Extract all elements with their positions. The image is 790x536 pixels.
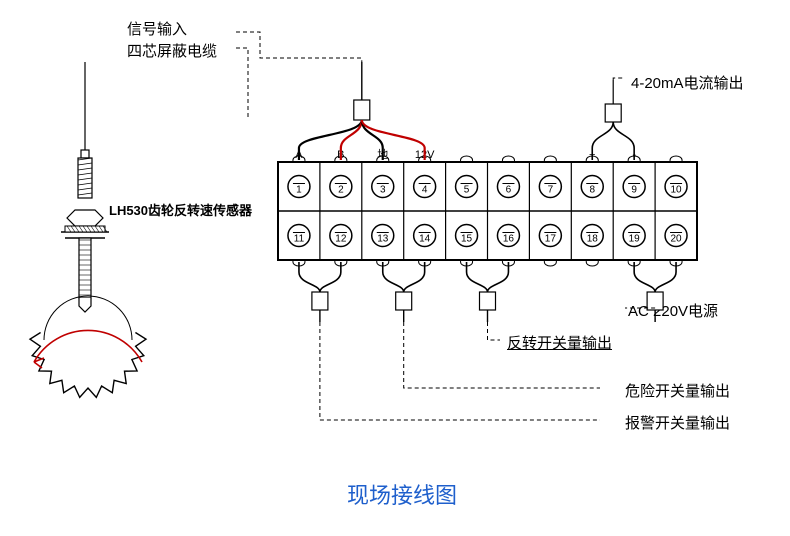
svg-text:9: 9 [631,185,637,196]
svg-text:12: 12 [335,234,347,245]
svg-text:11: 11 [294,234,305,245]
svg-text:13: 13 [377,234,389,245]
wiring-diagram-svg: 1A2B3地412V5678+9-1011121314151617181920 [0,0,790,536]
svg-text:2: 2 [338,185,344,196]
svg-text:16: 16 [503,234,515,245]
svg-text:4: 4 [422,185,428,196]
svg-text:17: 17 [545,234,557,245]
svg-text:14: 14 [419,234,431,245]
svg-text:15: 15 [461,234,473,245]
svg-text:1: 1 [296,185,302,196]
svg-text:20: 20 [670,234,682,245]
svg-text:5: 5 [464,185,470,196]
svg-text:8: 8 [589,185,595,196]
svg-text:3: 3 [380,185,386,196]
svg-text:19: 19 [629,234,641,245]
svg-text:6: 6 [506,185,512,196]
svg-text:18: 18 [587,234,599,245]
svg-text:10: 10 [670,185,682,196]
svg-text:7: 7 [548,185,554,196]
